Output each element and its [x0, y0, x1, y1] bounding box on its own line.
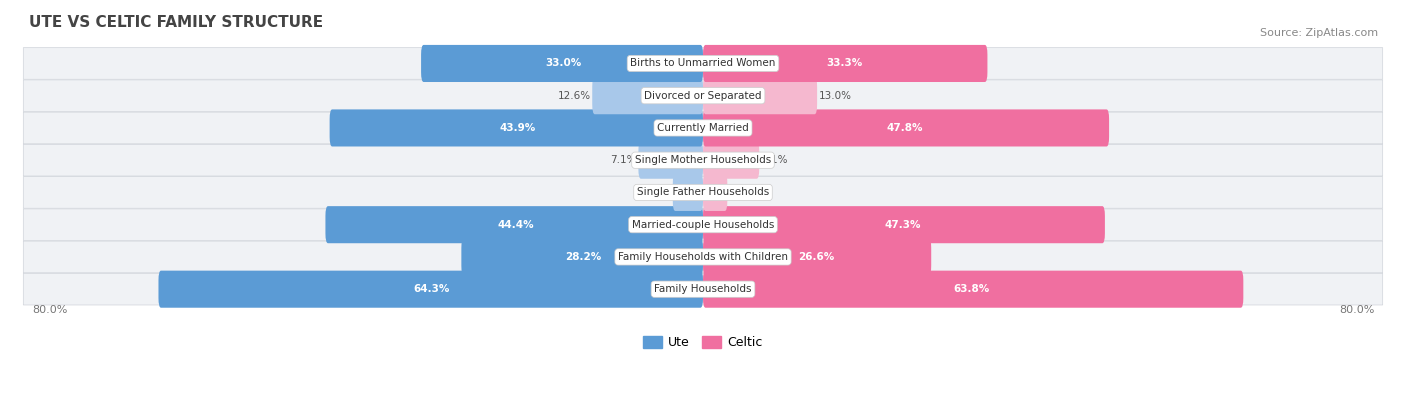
- FancyBboxPatch shape: [24, 145, 1382, 176]
- Text: 33.0%: 33.0%: [546, 58, 582, 68]
- Text: 3.0%: 3.0%: [645, 188, 671, 198]
- FancyBboxPatch shape: [159, 271, 703, 308]
- FancyBboxPatch shape: [703, 77, 817, 114]
- Text: 2.3%: 2.3%: [728, 188, 755, 198]
- Text: 47.8%: 47.8%: [887, 123, 922, 133]
- Text: Currently Married: Currently Married: [657, 123, 749, 133]
- Text: Family Households with Children: Family Households with Children: [619, 252, 787, 262]
- Text: 7.1%: 7.1%: [610, 155, 637, 165]
- FancyBboxPatch shape: [420, 45, 703, 82]
- FancyBboxPatch shape: [703, 271, 1243, 308]
- FancyBboxPatch shape: [24, 273, 1382, 305]
- FancyBboxPatch shape: [673, 174, 703, 211]
- Text: Divorced or Separated: Divorced or Separated: [644, 91, 762, 101]
- FancyBboxPatch shape: [461, 239, 703, 275]
- Text: Births to Unmarried Women: Births to Unmarried Women: [630, 58, 776, 68]
- FancyBboxPatch shape: [703, 109, 1109, 147]
- Text: 13.0%: 13.0%: [818, 91, 852, 101]
- Text: 63.8%: 63.8%: [953, 284, 990, 294]
- Text: 44.4%: 44.4%: [498, 220, 534, 229]
- FancyBboxPatch shape: [703, 239, 931, 275]
- FancyBboxPatch shape: [703, 206, 1105, 243]
- Text: 26.6%: 26.6%: [797, 252, 834, 262]
- Text: Source: ZipAtlas.com: Source: ZipAtlas.com: [1260, 28, 1378, 38]
- Text: UTE VS CELTIC FAMILY STRUCTURE: UTE VS CELTIC FAMILY STRUCTURE: [28, 15, 323, 30]
- Text: Single Mother Households: Single Mother Households: [636, 155, 770, 165]
- Text: 43.9%: 43.9%: [499, 123, 536, 133]
- Text: Married-couple Households: Married-couple Households: [631, 220, 775, 229]
- FancyBboxPatch shape: [24, 48, 1382, 79]
- FancyBboxPatch shape: [638, 142, 703, 179]
- FancyBboxPatch shape: [24, 209, 1382, 241]
- Text: 80.0%: 80.0%: [1339, 305, 1374, 315]
- Text: Family Households: Family Households: [654, 284, 752, 294]
- Text: Single Father Households: Single Father Households: [637, 188, 769, 198]
- Text: 80.0%: 80.0%: [32, 305, 67, 315]
- Legend: Ute, Celtic: Ute, Celtic: [638, 331, 768, 354]
- FancyBboxPatch shape: [24, 80, 1382, 111]
- FancyBboxPatch shape: [329, 109, 703, 147]
- Text: 33.3%: 33.3%: [825, 58, 862, 68]
- FancyBboxPatch shape: [703, 174, 727, 211]
- FancyBboxPatch shape: [24, 177, 1382, 208]
- Text: 28.2%: 28.2%: [565, 252, 602, 262]
- FancyBboxPatch shape: [24, 241, 1382, 273]
- Text: 6.1%: 6.1%: [761, 155, 787, 165]
- Text: 12.6%: 12.6%: [557, 91, 591, 101]
- FancyBboxPatch shape: [24, 112, 1382, 144]
- FancyBboxPatch shape: [703, 142, 759, 179]
- Text: 47.3%: 47.3%: [884, 220, 921, 229]
- FancyBboxPatch shape: [703, 45, 987, 82]
- FancyBboxPatch shape: [325, 206, 703, 243]
- Text: 64.3%: 64.3%: [413, 284, 450, 294]
- FancyBboxPatch shape: [592, 77, 703, 114]
